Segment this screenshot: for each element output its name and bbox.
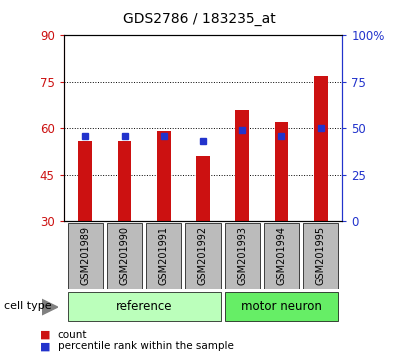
Text: GSM201990: GSM201990 [119, 226, 129, 285]
Bar [314, 76, 328, 221]
Text: GDS2786 / 183235_at: GDS2786 / 183235_at [123, 12, 275, 27]
Text: cell type: cell type [4, 301, 52, 311]
Text: GSM201992: GSM201992 [198, 226, 208, 285]
Text: GSM201991: GSM201991 [159, 226, 169, 285]
Text: ■: ■ [40, 330, 50, 339]
Text: GSM201994: GSM201994 [277, 226, 287, 285]
Text: motor neuron: motor neuron [241, 300, 322, 313]
Text: GSM201995: GSM201995 [316, 226, 326, 285]
Bar [157, 131, 171, 221]
Bar [275, 122, 288, 221]
Bar [224, 223, 260, 289]
Bar [224, 292, 338, 321]
Text: GSM201993: GSM201993 [237, 226, 247, 285]
Polygon shape [42, 299, 58, 315]
Bar [68, 292, 220, 321]
Bar [118, 141, 131, 221]
Bar [68, 223, 103, 289]
Bar [185, 223, 220, 289]
Bar [146, 223, 181, 289]
Bar [303, 223, 338, 289]
Text: count: count [58, 330, 87, 339]
Text: ■: ■ [40, 341, 50, 351]
Bar [235, 110, 249, 221]
Bar [107, 223, 142, 289]
Bar [264, 223, 299, 289]
Bar [196, 156, 210, 221]
Bar [78, 141, 92, 221]
Text: percentile rank within the sample: percentile rank within the sample [58, 341, 234, 351]
Text: reference: reference [116, 300, 172, 313]
Text: GSM201989: GSM201989 [80, 226, 90, 285]
